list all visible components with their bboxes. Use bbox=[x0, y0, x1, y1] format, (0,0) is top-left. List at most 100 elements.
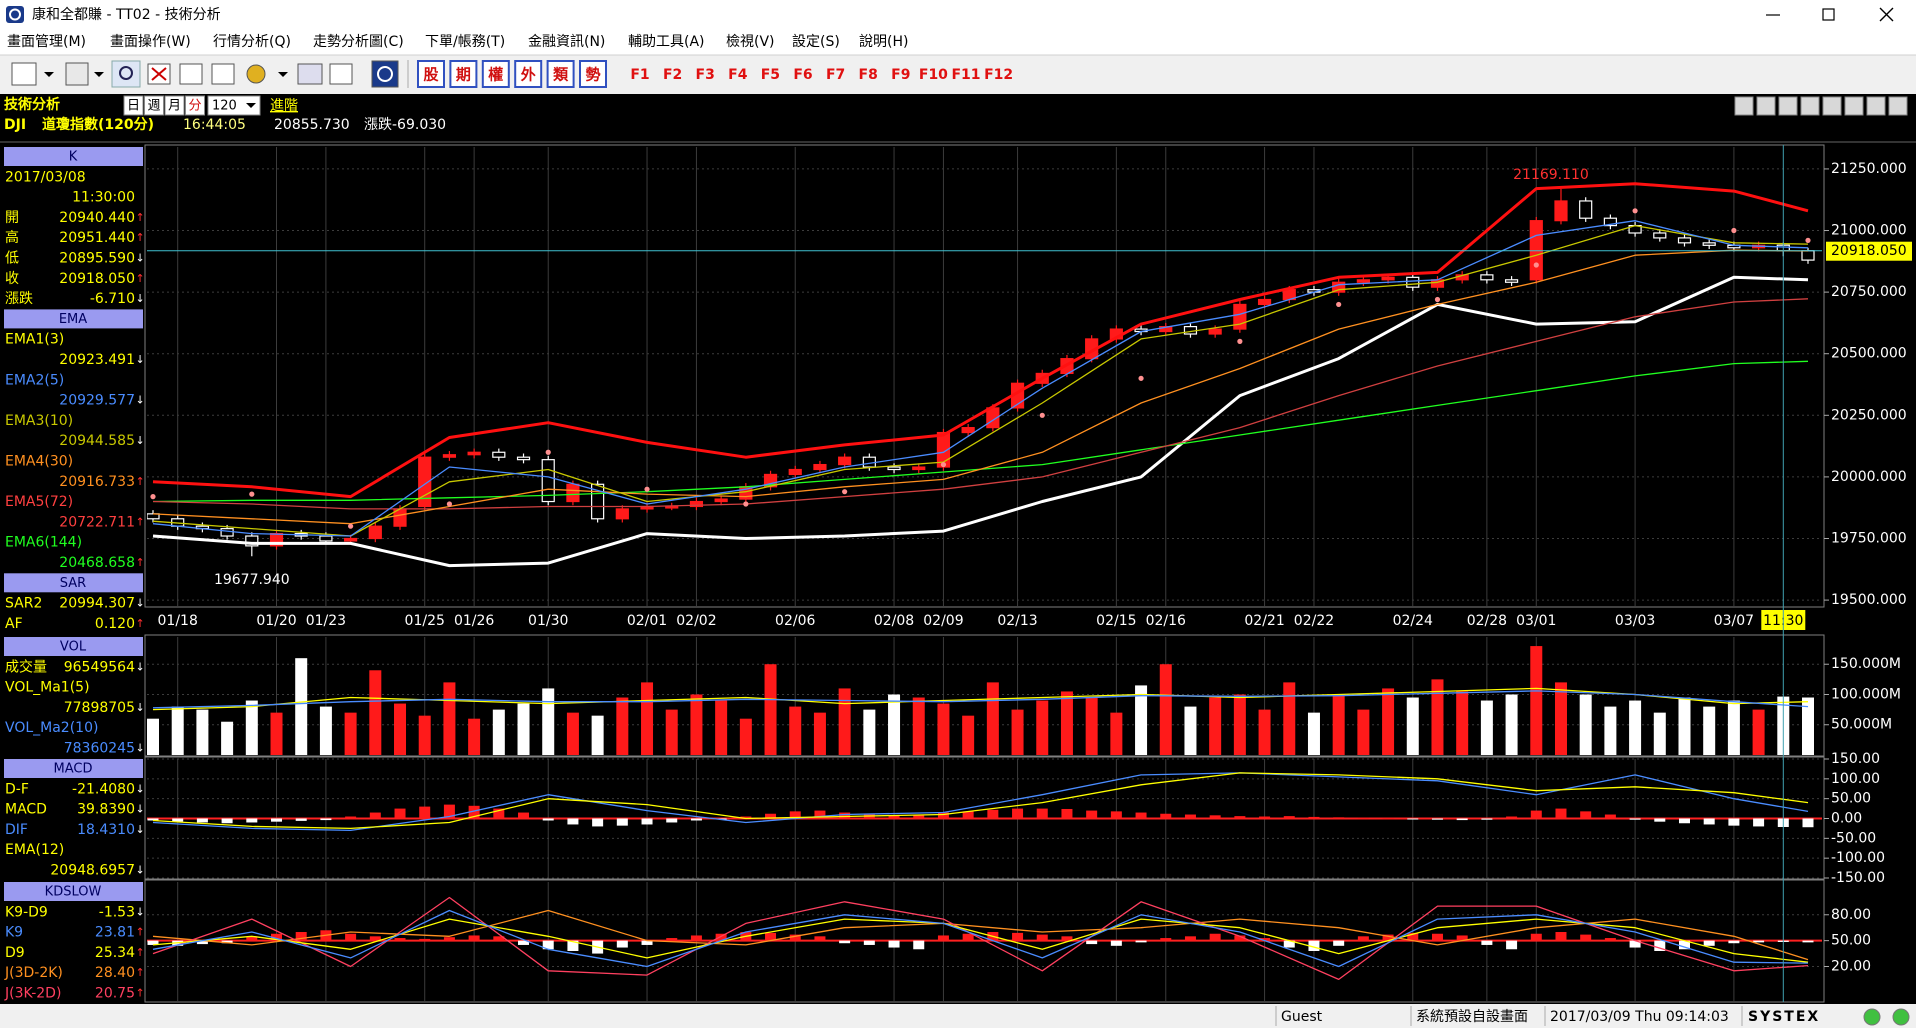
advanced-link[interactable]: 進階 bbox=[270, 98, 298, 114]
hist-bar bbox=[567, 940, 579, 951]
menu-item[interactable]: 輔助工具(A) bbox=[628, 34, 705, 50]
hist-bar bbox=[1555, 808, 1567, 819]
indicator-arrow: ↓ bbox=[136, 742, 145, 755]
hist-bar bbox=[1234, 935, 1246, 941]
market-button-label: 外 bbox=[520, 66, 536, 84]
market-button[interactable] bbox=[417, 60, 445, 88]
hist-bar bbox=[394, 808, 406, 819]
function-key[interactable]: F5 bbox=[761, 67, 780, 83]
zoom-icon[interactable] bbox=[119, 66, 133, 80]
connection-light bbox=[1892, 1008, 1910, 1026]
select-arrow[interactable] bbox=[246, 103, 256, 108]
hist-bar bbox=[690, 818, 702, 821]
x-tick-label: 02/08 bbox=[874, 613, 914, 629]
hist-bar bbox=[542, 818, 554, 821]
tool-button[interactable] bbox=[1888, 96, 1908, 116]
tool-icon[interactable] bbox=[111, 60, 141, 88]
hist-bar bbox=[518, 940, 530, 945]
market-button[interactable] bbox=[514, 60, 543, 88]
tool-button[interactable] bbox=[1778, 96, 1798, 116]
hist-bar bbox=[715, 933, 727, 941]
volume-bar bbox=[641, 682, 654, 755]
function-key[interactable]: F10 bbox=[919, 67, 948, 83]
dropdown-arrow[interactable] bbox=[44, 72, 54, 77]
menu-item[interactable]: 說明(H) bbox=[859, 33, 908, 50]
hist-bar bbox=[1283, 940, 1295, 948]
indicator-value: 18.4310 bbox=[77, 822, 135, 838]
menu-item[interactable]: 畫面操作(W) bbox=[110, 34, 191, 50]
close-button[interactable] bbox=[1879, 7, 1894, 22]
menu-item[interactable]: 行情分析(Q) bbox=[213, 34, 291, 50]
tool-icon[interactable] bbox=[246, 64, 266, 84]
market-button[interactable] bbox=[546, 60, 575, 88]
menu-item[interactable]: 畫面管理(M) bbox=[7, 34, 86, 50]
market-button[interactable] bbox=[449, 60, 478, 88]
tool-button[interactable] bbox=[1734, 96, 1754, 116]
tool-icon[interactable] bbox=[297, 63, 323, 85]
dropdown-arrow[interactable] bbox=[94, 72, 104, 77]
menu-item[interactable]: 金融資訊(N) bbox=[528, 34, 605, 50]
volume-bar bbox=[1530, 646, 1543, 755]
function-key[interactable]: F12 bbox=[984, 67, 1013, 83]
indicator-label: EMA2(5) bbox=[5, 372, 64, 388]
app-icon bbox=[6, 6, 24, 23]
hist-bar bbox=[1357, 936, 1369, 941]
tool-button[interactable] bbox=[1844, 96, 1864, 116]
y-tick-label: 100.000M bbox=[1831, 686, 1901, 702]
indicator-line bbox=[152, 772, 1809, 832]
menu-item[interactable]: 檢視(V) bbox=[726, 33, 775, 50]
volume-bar bbox=[1036, 700, 1049, 755]
chart-window bbox=[0, 94, 1916, 1004]
restore-button[interactable] bbox=[1822, 8, 1835, 21]
function-key[interactable]: F9 bbox=[891, 67, 910, 83]
x-tick-label: 03/07 bbox=[1714, 613, 1754, 629]
period-button[interactable] bbox=[144, 95, 164, 116]
y-tick-label: 50.00 bbox=[1831, 933, 1871, 949]
indicator-arrow: ↑ bbox=[136, 556, 145, 569]
indicator-label: EMA6(144) bbox=[5, 535, 82, 551]
function-key[interactable]: F4 bbox=[728, 67, 748, 83]
hist-bar bbox=[196, 940, 208, 945]
function-key[interactable]: F2 bbox=[663, 67, 682, 83]
tool-icon[interactable] bbox=[179, 63, 203, 85]
tool-button[interactable] bbox=[1800, 96, 1820, 116]
function-key[interactable]: F1 bbox=[630, 67, 649, 83]
hist-bar bbox=[443, 804, 455, 819]
panel: 21250.000 21000.000 20750.000 20500.000 2025… bbox=[144, 144, 1912, 630]
period-button[interactable] bbox=[185, 95, 205, 116]
dropdown-arrow[interactable] bbox=[278, 72, 288, 77]
function-key[interactable]: F7 bbox=[826, 67, 845, 83]
tool-button[interactable] bbox=[1756, 96, 1776, 116]
period-button[interactable] bbox=[123, 95, 144, 116]
indicator-header bbox=[4, 573, 143, 593]
tool-icon[interactable] bbox=[65, 62, 89, 86]
menu-item[interactable]: 走勢分析圖(C) bbox=[313, 34, 404, 50]
tool-icon[interactable] bbox=[211, 63, 235, 85]
hist-bar bbox=[1506, 816, 1518, 819]
volume-bar bbox=[912, 697, 925, 755]
tool-icon[interactable] bbox=[329, 63, 353, 85]
period-button[interactable] bbox=[164, 95, 185, 116]
tool-button[interactable] bbox=[1866, 96, 1886, 116]
volume-bar bbox=[1703, 706, 1716, 755]
hist-bar bbox=[1357, 817, 1369, 819]
function-key[interactable]: F8 bbox=[859, 67, 878, 83]
hist-bar bbox=[863, 940, 875, 945]
tool-icon[interactable] bbox=[11, 62, 37, 86]
market-button[interactable] bbox=[579, 60, 607, 88]
price-label: 20918.050 bbox=[1831, 243, 1907, 259]
interval-select[interactable] bbox=[207, 95, 261, 116]
tool-button[interactable] bbox=[1822, 96, 1842, 116]
indicator-label: D-F bbox=[5, 781, 29, 797]
menu-item[interactable]: 下單/帳務(T) bbox=[425, 34, 505, 50]
function-key[interactable]: F3 bbox=[696, 67, 715, 83]
indicator-arrow: ↑ bbox=[136, 987, 145, 1000]
market-button[interactable] bbox=[481, 60, 510, 88]
indicator-label: D9 bbox=[5, 945, 25, 961]
function-key[interactable]: F6 bbox=[793, 67, 812, 83]
tool-icon[interactable] bbox=[371, 60, 399, 88]
menu-item[interactable]: 設定(S) bbox=[792, 34, 840, 50]
function-key[interactable]: F11 bbox=[951, 67, 980, 83]
hist-bar bbox=[937, 935, 949, 941]
volume-bar bbox=[492, 709, 505, 755]
